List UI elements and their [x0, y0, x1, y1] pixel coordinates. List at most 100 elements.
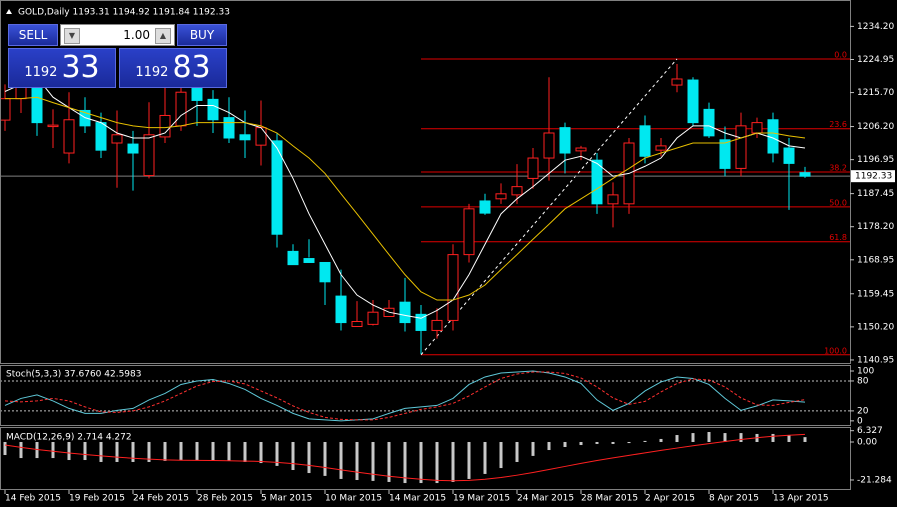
- ask-price[interactable]: 1192 83: [119, 48, 227, 88]
- candle-body: [783, 147, 795, 164]
- macd-bar: [291, 441, 295, 471]
- macd-bar: [131, 441, 135, 462]
- macd-bar: [371, 441, 375, 481]
- candle-body: [95, 122, 107, 151]
- macd-bar: [499, 441, 503, 469]
- macd-bar: [19, 441, 23, 459]
- x-tick-label: 24 Feb 2015: [133, 494, 189, 504]
- macd-bar: [579, 441, 583, 446]
- candle-body: [207, 98, 219, 121]
- lot-value: 1.00: [123, 28, 150, 42]
- candle-body: [511, 186, 523, 196]
- macd-bar: [467, 441, 471, 479]
- y-tick-label: -21.284: [857, 475, 892, 485]
- lot-up[interactable]: ▲: [155, 28, 171, 44]
- macd-bar: [611, 441, 615, 444]
- ask-prefix: 1192: [135, 65, 169, 80]
- macd-bar: [595, 441, 599, 444]
- macd-bar: [483, 441, 487, 474]
- macd-bar: [659, 438, 663, 442]
- lot-down[interactable]: ▼: [64, 28, 80, 44]
- chart-title: GOLD,Daily 1193.31 1194.92 1191.84 1192.…: [18, 8, 230, 18]
- y-tick-label: 1140.95: [857, 355, 894, 365]
- candle-body: [655, 145, 667, 151]
- y-tick-label: 1168.95: [857, 255, 894, 265]
- indicator-line: [4, 370, 806, 422]
- price-label: 1192.33: [855, 172, 892, 182]
- macd-bar: [515, 441, 519, 462]
- fibo-label: 0.0: [834, 50, 847, 59]
- lot-input[interactable]: ▼ 1.00 ▲: [60, 24, 175, 46]
- bid-pips: 33: [61, 50, 100, 85]
- candle-body: [303, 258, 315, 263]
- candle-body: [351, 321, 363, 328]
- macd-bar: [243, 441, 247, 462]
- x-tick-label: 14 Feb 2015: [5, 494, 61, 504]
- moving-average: [5, 96, 806, 301]
- candle-body: [31, 84, 43, 124]
- candle-body: [47, 124, 59, 128]
- macd-bar: [707, 431, 711, 442]
- candle-body: [63, 119, 75, 154]
- y-tick-label: 100: [857, 366, 874, 376]
- price-label-box: [851, 170, 895, 183]
- fibo-label: 38.2: [829, 163, 847, 172]
- x-tick-label: 28 Mar 2015: [581, 494, 638, 504]
- macd-bar: [51, 441, 55, 459]
- collapse-icon[interactable]: [6, 9, 12, 14]
- candle-body: [335, 295, 347, 324]
- macd-bar: [147, 441, 151, 462]
- macd-bar: [83, 441, 87, 461]
- bid-price[interactable]: 1192 33: [8, 48, 116, 88]
- main-panel: [0, 0, 851, 364]
- fibo-label: 100.0: [824, 346, 847, 355]
- fibo-label: 23.6: [829, 120, 847, 129]
- candle-body: [223, 117, 235, 139]
- x-tick-label: 10 Mar 2015: [325, 494, 382, 504]
- candle-body: [239, 134, 251, 141]
- macd-bar: [723, 433, 727, 442]
- macd-plot: [3, 431, 807, 484]
- sell-button[interactable]: SELL: [8, 24, 58, 46]
- indicator-line: [4, 371, 806, 421]
- x-tick-label: 19 Mar 2015: [453, 494, 510, 504]
- macd-bar: [739, 433, 743, 442]
- candle-body: [495, 193, 507, 200]
- macd-bar: [275, 441, 279, 466]
- macd-bar: [691, 433, 695, 442]
- stoch-panel: [0, 365, 851, 426]
- macd-bar: [531, 441, 535, 456]
- candle-body: [687, 79, 699, 124]
- y-tick-label: 6.327: [857, 426, 883, 436]
- macd-bar: [163, 441, 167, 461]
- candle-body: [175, 91, 187, 127]
- macd-bar: [227, 441, 231, 461]
- macd-bar: [259, 441, 263, 464]
- macd-bar: [179, 441, 183, 461]
- candle-body: [127, 143, 139, 154]
- candle-body: [735, 125, 747, 169]
- macd-title: MACD(12,26,9) 2.714 4.272: [6, 433, 132, 443]
- fibo-label: 50.0: [829, 198, 847, 207]
- macd-bar: [547, 441, 551, 451]
- macd-bar: [627, 441, 631, 444]
- candle-body: [143, 134, 155, 177]
- main-plot: [1, 58, 850, 356]
- macd-bar: [3, 441, 7, 456]
- candle-body: [415, 313, 427, 331]
- candle-body: [639, 125, 651, 157]
- candle-body: [527, 157, 539, 179]
- macd-bar: [419, 441, 423, 484]
- macd-bar: [675, 435, 679, 442]
- candle-body: [1, 98, 11, 121]
- candle-body: [719, 139, 731, 169]
- macd-bar: [323, 441, 327, 476]
- macd-bar: [99, 441, 103, 462]
- buy-button[interactable]: BUY: [177, 24, 227, 46]
- macd-bar: [435, 441, 439, 484]
- y-tick-label: 20: [857, 406, 869, 416]
- candle-body: [431, 319, 443, 331]
- macd-bar: [803, 437, 807, 442]
- candle-body: [191, 86, 203, 101]
